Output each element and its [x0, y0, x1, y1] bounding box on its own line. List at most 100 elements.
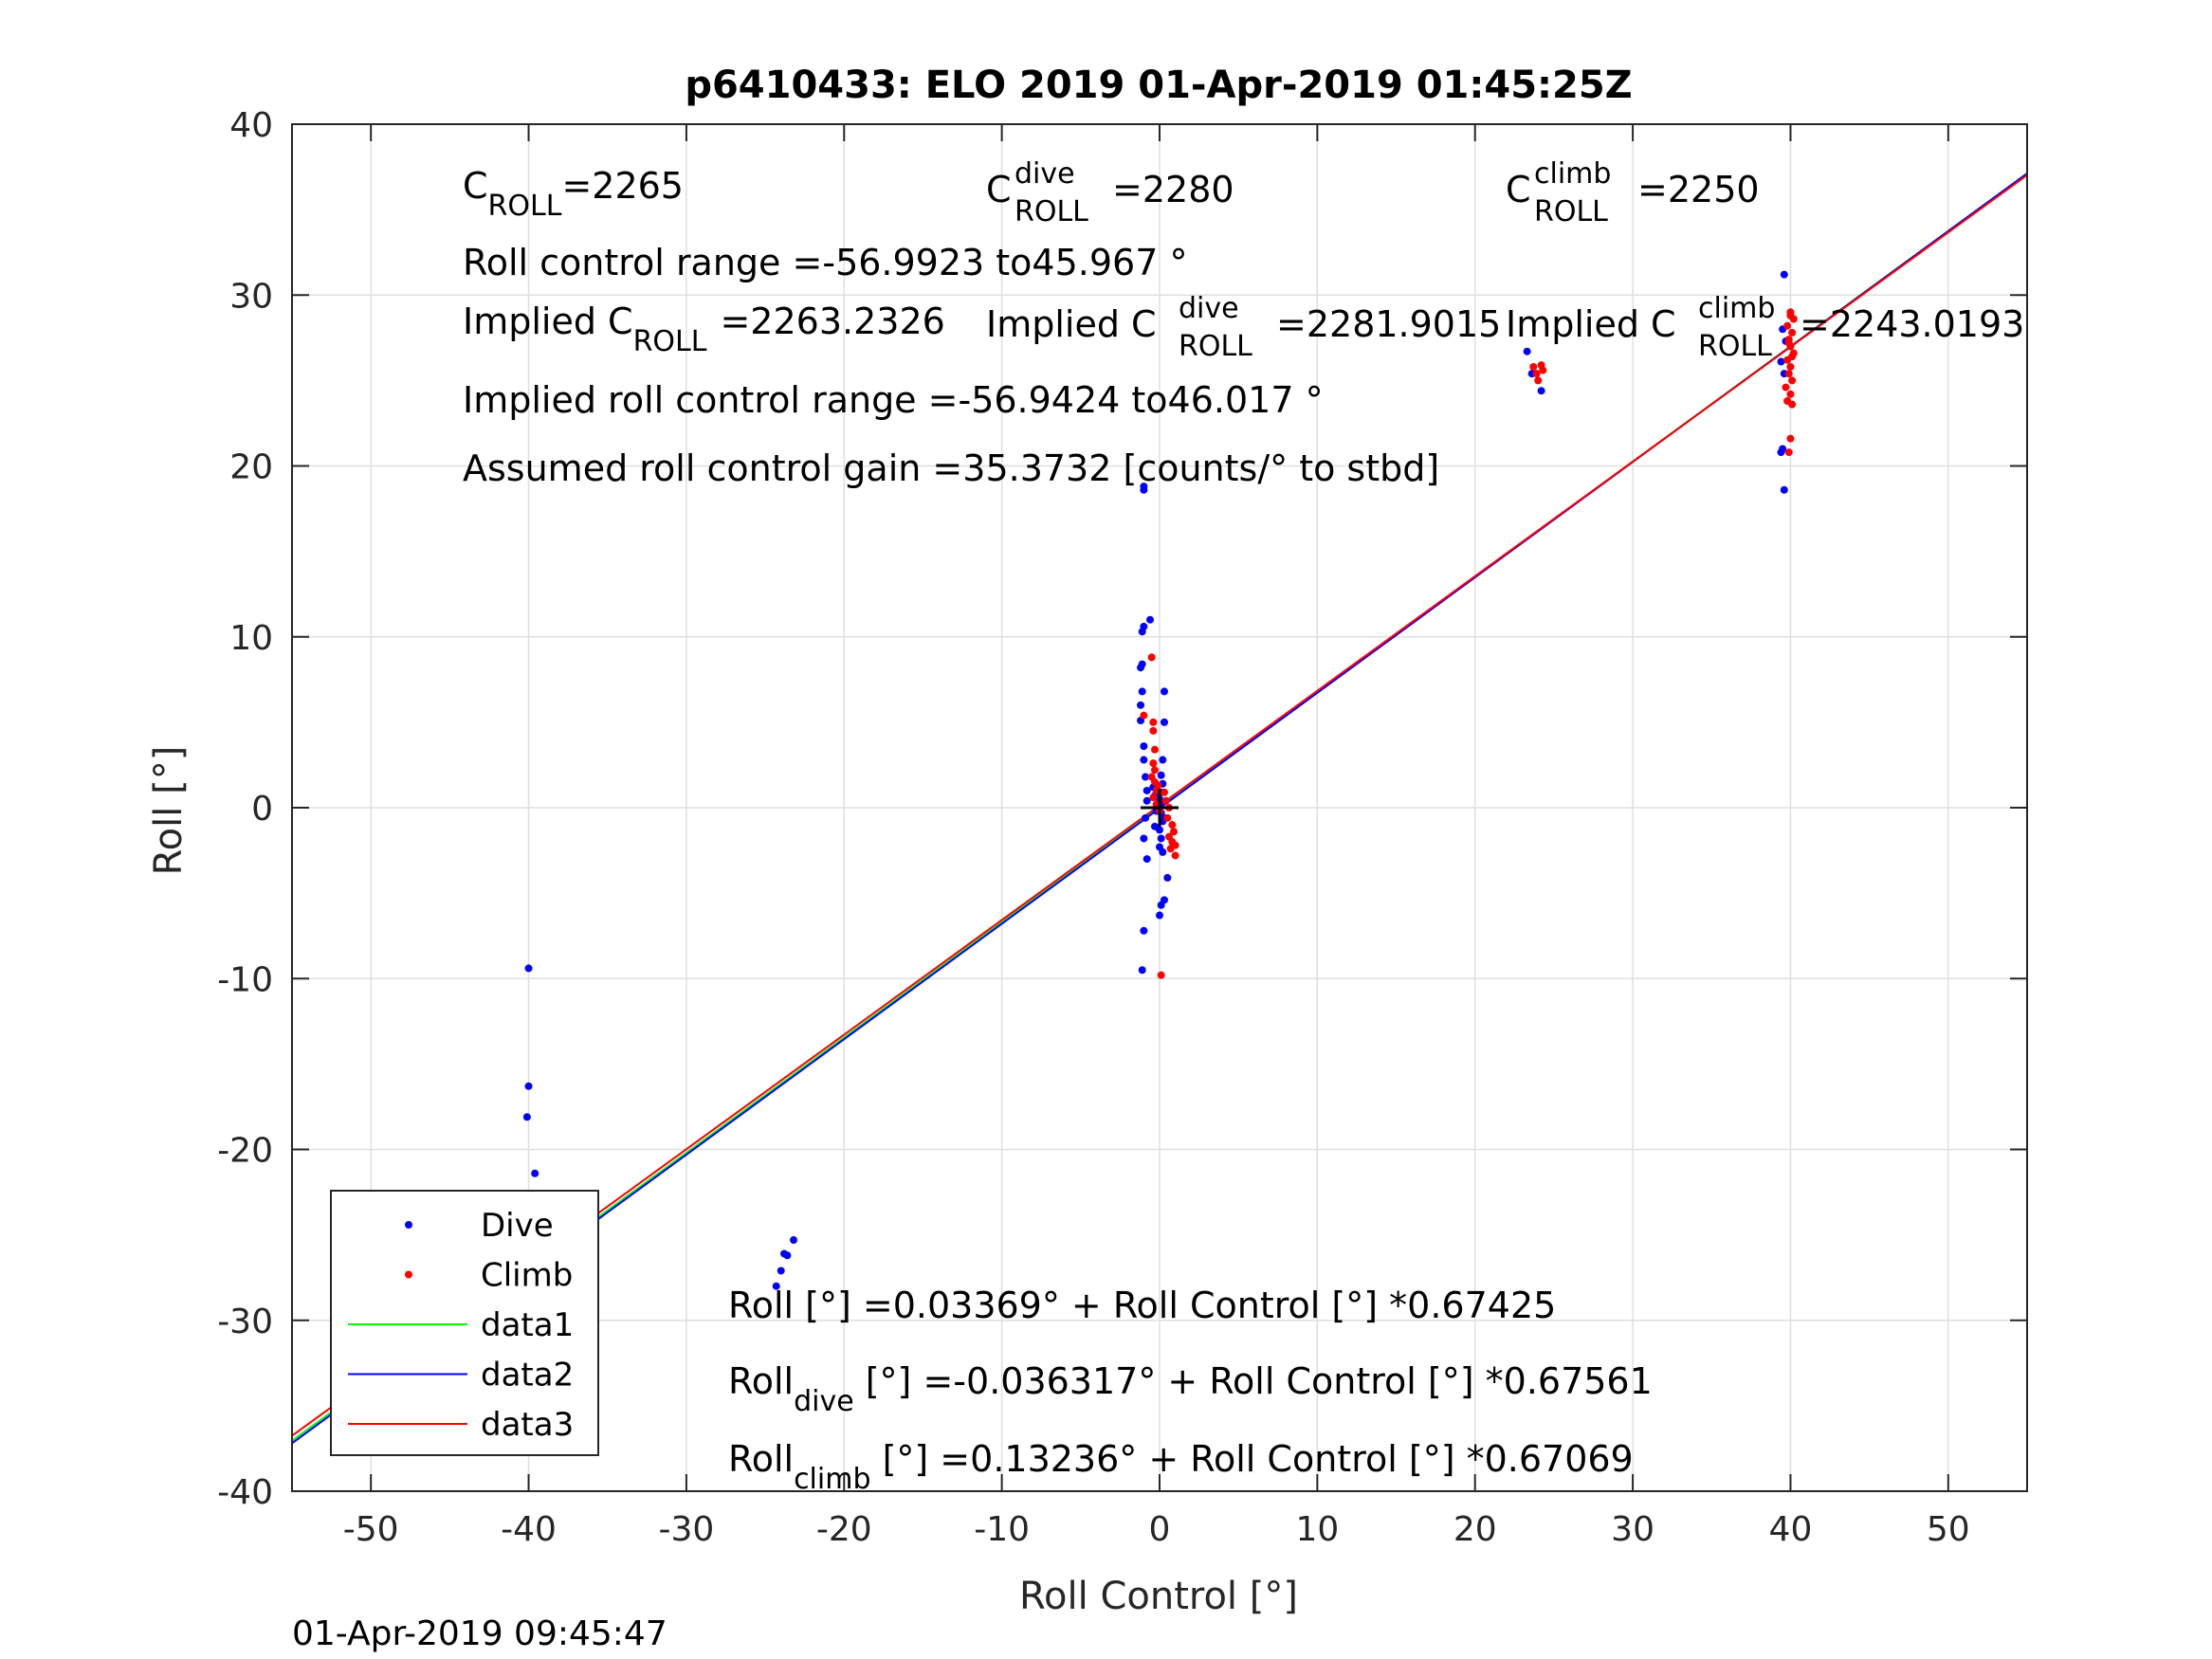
svg-text:C: C: [1506, 169, 1531, 210]
legend: Dive Climb data1 data2 data3: [330, 1190, 599, 1456]
dive-point: [1142, 773, 1150, 781]
y-tick-label: -30: [217, 1303, 273, 1341]
climb-point: [1534, 376, 1543, 385]
dive-point: [1137, 701, 1145, 709]
dive-point: [1160, 718, 1168, 726]
x-tick-label: 40: [1769, 1510, 1813, 1549]
dive-point: [1780, 485, 1788, 494]
climb-point: [1529, 362, 1538, 371]
y-tick-label: -10: [217, 960, 273, 999]
climb-point: [1784, 448, 1793, 457]
legend-marker-climb: [405, 1270, 412, 1279]
climb-point: [1157, 971, 1165, 979]
dive-point: [1143, 796, 1151, 805]
climb-point: [1786, 390, 1795, 398]
dive-point: [1138, 660, 1146, 668]
climb-point: [1140, 711, 1148, 720]
c-roll-climb-annotation: C climb ROLL =2250: [1506, 157, 1760, 228]
dive-point: [772, 1282, 780, 1290]
climb-point: [1782, 383, 1790, 392]
climb-point: [1151, 745, 1160, 754]
y-tick-label: 10: [229, 619, 273, 658]
legend-label: data2: [481, 1357, 574, 1395]
dive-point: [1156, 911, 1163, 920]
legend-marker-dive: [405, 1221, 412, 1229]
dive-point: [1142, 813, 1150, 822]
x-tick-label: 0: [1149, 1510, 1171, 1549]
dive-point: [1143, 855, 1151, 864]
dive-point: [1138, 628, 1146, 636]
dive-point: [1140, 834, 1148, 843]
climb-point: [1160, 788, 1168, 796]
climb-point: [1784, 338, 1793, 347]
climb-point: [1149, 793, 1158, 802]
y-tick-label: -20: [217, 1132, 273, 1171]
x-tick-label: 20: [1453, 1510, 1497, 1549]
dive-point: [524, 1082, 533, 1090]
svg-text:=2243.0193: =2243.0193: [1800, 303, 2024, 345]
climb-point: [1786, 362, 1795, 371]
svg-text:C: C: [986, 169, 1012, 210]
dive-point: [1780, 270, 1788, 279]
dive-point: [1138, 966, 1146, 975]
timestamp: 01-Apr-2019 09:45:47: [292, 1614, 667, 1653]
svg-text:dive: dive: [1015, 157, 1075, 191]
assumed-gain-text: Assumed roll control gain =35.3732 [coun…: [463, 447, 1439, 489]
x-tick-label: 30: [1611, 1510, 1654, 1549]
svg-text:=2250: =2250: [1637, 169, 1760, 210]
climb-point: [1149, 718, 1158, 726]
dive-point: [1160, 687, 1168, 696]
x-axis-label: Roll Control [°]: [1019, 1575, 1298, 1618]
svg-text:climb: climb: [1534, 157, 1611, 191]
climb-point: [1154, 781, 1162, 790]
svg-text:Implied C: Implied C: [986, 303, 1157, 345]
climb-point: [1149, 726, 1158, 735]
origin-cross-marker: [1141, 789, 1179, 827]
legend-label: Dive: [481, 1207, 554, 1245]
x-tick-label: -50: [343, 1510, 399, 1549]
dive-point: [1159, 756, 1167, 764]
c-roll-annotation: CROLL=2265: [463, 165, 684, 223]
dive-point: [1140, 926, 1148, 935]
dive-point: [780, 1249, 789, 1258]
climb-point: [1166, 845, 1175, 853]
dive-point: [1157, 771, 1165, 779]
dive-point: [777, 1267, 785, 1275]
legend-label: Climb: [481, 1257, 573, 1295]
roll-control-range-text: Roll control range =-56.9923 to45.967 °: [463, 242, 1187, 283]
dive-point: [790, 1236, 798, 1245]
legend-label: data3: [481, 1406, 574, 1444]
y-tick-label: -40: [217, 1473, 273, 1512]
svg-text:climb: climb: [1698, 292, 1775, 325]
implied-range-text: Implied roll control range =-56.9424 to4…: [463, 379, 1324, 421]
y-tick-label: 20: [229, 448, 273, 487]
svg-text:ROLL: ROLL: [1698, 330, 1772, 363]
dive-point: [1157, 834, 1165, 843]
x-tick-label: -10: [974, 1510, 1030, 1549]
climb-point: [1786, 434, 1795, 443]
svg-text:=2280: =2280: [1112, 169, 1234, 210]
climb-point: [1169, 828, 1178, 836]
dive-point: [1157, 901, 1165, 909]
x-tick-label: 10: [1295, 1510, 1339, 1549]
implied-c-roll-climb-annotation: Implied C climb ROLL =2243.0193: [1506, 292, 2024, 363]
dive-point: [1777, 357, 1785, 366]
dive-point: [1151, 822, 1160, 830]
svg-text:dive: dive: [1179, 292, 1239, 325]
y-tick-label: 0: [251, 790, 273, 829]
climb-point: [1161, 796, 1170, 805]
climb-point: [1532, 370, 1541, 378]
legend-label: data1: [481, 1306, 574, 1344]
climb-point: [1149, 759, 1158, 768]
climb-point: [1786, 311, 1795, 319]
x-tick-label: 50: [1927, 1510, 1970, 1549]
y-tick-label: 30: [229, 277, 273, 316]
dive-point: [1140, 483, 1148, 491]
dive-point: [1146, 615, 1155, 624]
dive-point: [531, 1169, 539, 1177]
dive-point: [1140, 742, 1148, 751]
dive-point: [1140, 756, 1148, 764]
climb-point: [1151, 766, 1160, 775]
implied-c-roll-dive-annotation: Implied C dive ROLL =2281.9015: [986, 292, 1501, 363]
